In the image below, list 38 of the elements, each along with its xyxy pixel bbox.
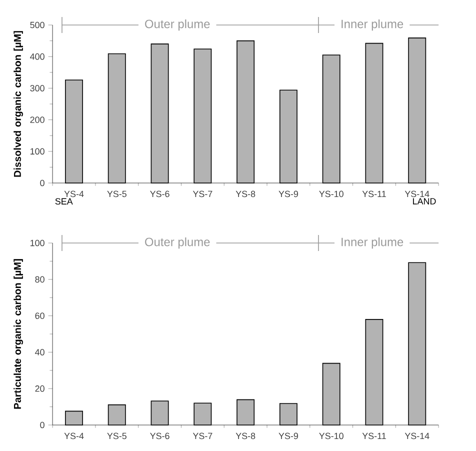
x-tick-label: YS-5 (107, 432, 126, 440)
y-tick-label: 0 (40, 180, 44, 186)
y-tick-label: 400 (30, 53, 44, 60)
text: LAND (413, 198, 436, 204)
x-tick-label: YS-11 (362, 190, 386, 198)
x-tick-label: YS-6 (150, 432, 170, 440)
y-axis-title: Particulate organic carbon [µM] (14, 259, 23, 409)
x-tick-label: YS-11 (362, 432, 386, 440)
y-tick-label: 500 (30, 22, 44, 28)
y-tick-label: 60 (35, 312, 44, 319)
x-tick-label: YS-9 (278, 432, 298, 440)
y-tick-label: 20 (35, 385, 44, 392)
y-tick-label: 0 (40, 422, 44, 428)
x-tick-label: YS-10 (319, 432, 344, 440)
y-tick-label: 300 (30, 85, 44, 92)
x-tick-label: YS-9 (278, 190, 298, 198)
x-tick-label: YS-10 (319, 190, 344, 198)
annotation: Inner plume (342, 237, 404, 249)
x-tick-label: YS-4 (64, 432, 84, 440)
x-tick-label: YS-14 (404, 190, 430, 198)
annotation: Outer plume (145, 237, 210, 249)
x-tick-label: YS-14 (404, 432, 430, 440)
y-tick-label: 40 (35, 349, 44, 356)
x-tick-label: YS-8 (236, 190, 256, 198)
y-tick-label: 100 (30, 148, 44, 155)
x-tick-label: YS-5 (107, 190, 126, 198)
x-tick-label: YS-8 (236, 432, 256, 440)
x-tick-label: YS-6 (150, 190, 170, 198)
y-tick-label: 200 (30, 116, 44, 123)
x-tick-label: YS-4 (64, 190, 84, 198)
annotation: Outer plume (145, 19, 210, 31)
annotation: Inner plume (342, 19, 404, 31)
x-tick-label: YS-7 (192, 432, 212, 440)
y-axis-title: Dissolved organic carbon [µM] (14, 31, 23, 177)
y-tick-label: 100 (30, 240, 44, 246)
y-tick-label: 80 (35, 276, 44, 283)
x-tick-label: YS-7 (192, 190, 212, 198)
text: SEA (55, 198, 73, 205)
